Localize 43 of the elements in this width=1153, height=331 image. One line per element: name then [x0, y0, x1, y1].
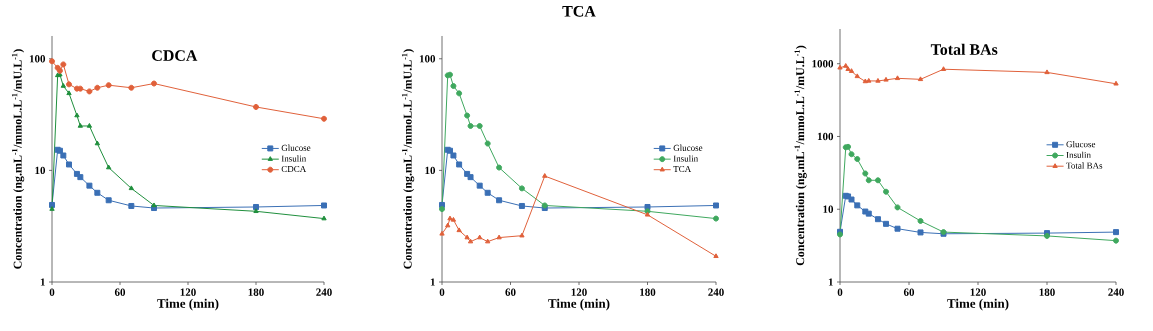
x-tick-label: 120 [180, 288, 196, 296]
chart-title: TCA [562, 5, 596, 17]
legend-label: Glucose [673, 144, 703, 151]
x-tick-label: 240 [708, 288, 724, 296]
legend-label: TCA [673, 165, 692, 173]
legend-label: Glucose [1066, 140, 1096, 148]
x-tick-label: 0 [837, 288, 843, 296]
y-axis-title: Concentration (ng.mL$^{-1}$/mmoL.L$^{-1}$/mU.L$^{-1}$) [794, 45, 807, 266]
text: Total BAs [930, 43, 998, 55]
y-tick-label: 1 [828, 278, 833, 286]
y-tick-label: 10 [425, 166, 436, 175]
y-tick-label: 10 [823, 205, 834, 213]
y-axis-title: Concentration (ng.mL$^{-1}$/mmoL.L$^{-1}$/mU.L$^{-1}$) [401, 49, 415, 269]
text: CDCA [152, 50, 198, 61]
x-axis-title: Time (min) [548, 298, 610, 311]
x-tick-label: 120 [571, 288, 587, 296]
x-tick-label: 60 [114, 288, 126, 296]
x-tick-label: 60 [505, 288, 516, 296]
x-axis-title: Time (min) [157, 298, 219, 311]
legend-label: CDCA [281, 165, 307, 173]
x-tick-label: 180 [248, 288, 264, 296]
legend-label: Total BAs [1066, 162, 1103, 169]
y-tick-label: 1 [430, 278, 435, 286]
y-tick-label: 1 [40, 278, 45, 286]
legend-label: Insulin [281, 155, 307, 162]
y-tick-label: 10 [35, 166, 46, 175]
y-axis-title: Concentration (ng.mL$^{-1}$/mmoL.L$^{-1}$/mU.L$^{-1}$) [11, 49, 25, 269]
x-tick-label: 0 [439, 288, 445, 296]
x-tick-label: 120 [970, 288, 986, 296]
x-tick-label: 240 [316, 288, 332, 296]
legend-label: Insulin [1066, 151, 1091, 158]
x-tick-label: 0 [49, 288, 55, 296]
legend-label: Glucose [281, 144, 311, 151]
legend-label: Insulin [673, 155, 698, 162]
x-axis-title: Time (min) [947, 298, 1009, 311]
y-tick-label: 100 [419, 55, 436, 63]
x-tick-label: 180 [1039, 288, 1055, 296]
x-tick-label: 180 [640, 288, 656, 296]
y-tick-label: 100 [29, 55, 46, 63]
y-tick-label: 100 [817, 132, 834, 141]
y-tick-label: 1000 [812, 60, 834, 68]
x-tick-label: 60 [903, 288, 915, 296]
x-tick-label: 240 [1108, 288, 1124, 296]
